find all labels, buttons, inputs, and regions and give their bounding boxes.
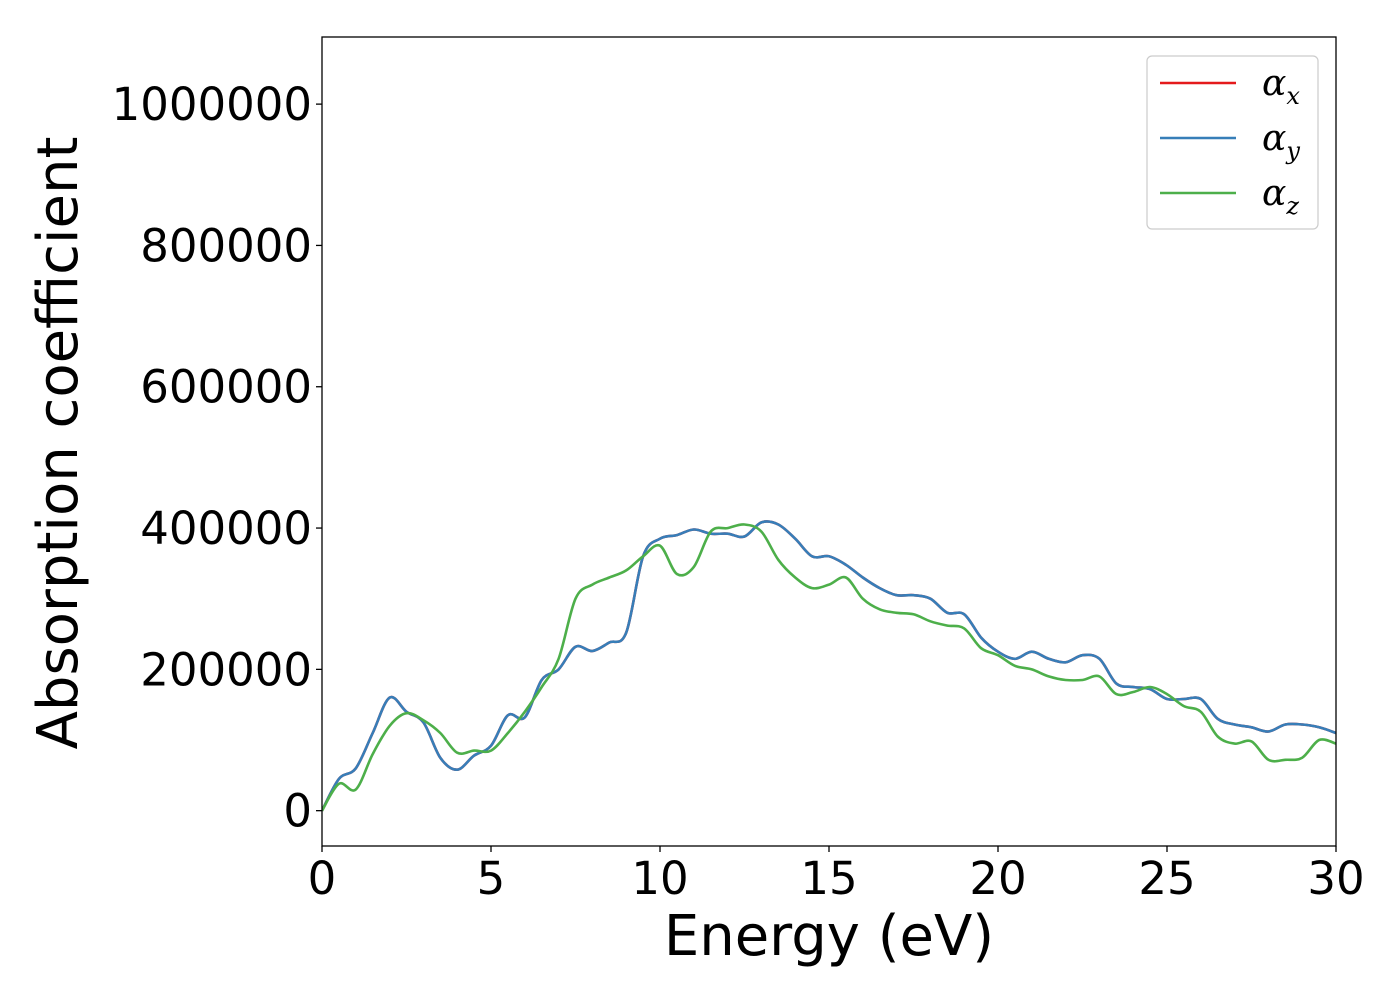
y-tick-label: 800000 (140, 219, 312, 272)
y-axis-ticks: 0 200000 400000 600000 800000 1000000 (112, 78, 322, 838)
y-axis-label: Absorption coefficient (26, 137, 91, 750)
legend-box (1146, 55, 1319, 230)
x-axis-label: Energy (eV) (664, 904, 994, 969)
x-tick-label: 30 (1307, 852, 1364, 905)
x-tick-label: 0 (308, 852, 337, 905)
legend-label-alpha-y: αy (1262, 118, 1300, 165)
series-line-alpha-y (322, 520, 1336, 812)
y-tick-label: 200000 (140, 643, 312, 696)
legend-label-alpha-x: αx (1262, 63, 1300, 110)
x-tick-label: 15 (800, 852, 857, 905)
legend-label-alpha-z: αz (1262, 173, 1299, 220)
x-tick-label: 20 (969, 852, 1026, 905)
y-tick-label: 400000 (140, 502, 312, 555)
x-tick-label: 25 (1138, 852, 1195, 905)
x-axis-ticks: 0 5 10 15 20 25 30 (308, 846, 1365, 905)
y-tick-label: 0 (283, 785, 312, 838)
x-tick-label: 10 (631, 852, 688, 905)
plot-area (321, 36, 1337, 847)
x-tick-label: 5 (477, 852, 506, 905)
series-lines (322, 520, 1336, 812)
series-line-alpha-z (322, 523, 1336, 812)
y-tick-label: 1000000 (112, 78, 312, 131)
y-tick-label: 600000 (140, 361, 312, 414)
legend: αx αy αz (1146, 55, 1319, 230)
